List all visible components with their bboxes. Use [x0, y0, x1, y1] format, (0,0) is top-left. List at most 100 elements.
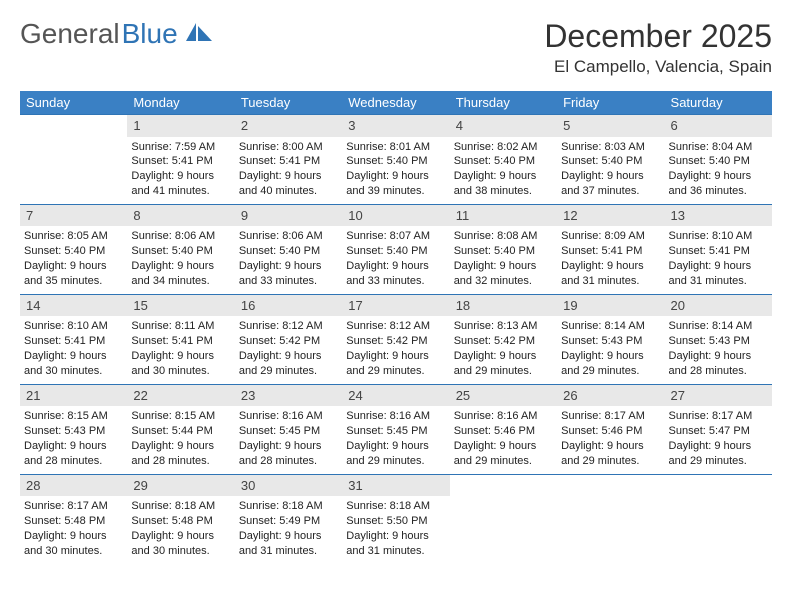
location-text: El Campello, Valencia, Spain [544, 57, 772, 77]
day-number: 16 [235, 295, 342, 317]
day-detail: Sunrise: 8:02 AMSunset: 5:40 PMDaylight:… [450, 137, 557, 204]
day-header: Thursday [450, 91, 557, 115]
calendar-cell: 29Sunrise: 8:18 AMSunset: 5:48 PMDayligh… [127, 474, 234, 563]
day-detail: Sunrise: 8:16 AMSunset: 5:45 PMDaylight:… [342, 406, 449, 473]
calendar-cell: 14Sunrise: 8:10 AMSunset: 5:41 PMDayligh… [20, 294, 127, 384]
day-number: 1 [127, 115, 234, 137]
calendar-cell [557, 474, 664, 563]
day-number: 4 [450, 115, 557, 137]
calendar-row: 28Sunrise: 8:17 AMSunset: 5:48 PMDayligh… [20, 474, 772, 563]
brand-part1: General [20, 18, 120, 50]
day-detail: Sunrise: 8:16 AMSunset: 5:46 PMDaylight:… [450, 406, 557, 473]
day-number: 17 [342, 295, 449, 317]
day-detail: Sunrise: 8:17 AMSunset: 5:46 PMDaylight:… [557, 406, 664, 473]
calendar-cell: 25Sunrise: 8:16 AMSunset: 5:46 PMDayligh… [450, 384, 557, 474]
day-header: Sunday [20, 91, 127, 115]
header: GeneralBlue December 2025 El Campello, V… [20, 18, 772, 77]
day-number: 27 [665, 385, 772, 407]
day-detail: Sunrise: 8:18 AMSunset: 5:50 PMDaylight:… [342, 496, 449, 563]
day-number: 23 [235, 385, 342, 407]
day-number: 25 [450, 385, 557, 407]
day-detail: Sunrise: 7:59 AMSunset: 5:41 PMDaylight:… [127, 137, 234, 204]
day-number: 3 [342, 115, 449, 137]
day-number: 12 [557, 205, 664, 227]
day-detail: Sunrise: 8:14 AMSunset: 5:43 PMDaylight:… [557, 316, 664, 383]
day-number: 29 [127, 475, 234, 497]
day-number: 7 [20, 205, 127, 227]
calendar-cell: 4Sunrise: 8:02 AMSunset: 5:40 PMDaylight… [450, 115, 557, 205]
calendar-table: SundayMondayTuesdayWednesdayThursdayFrid… [20, 91, 772, 564]
calendar-cell: 7Sunrise: 8:05 AMSunset: 5:40 PMDaylight… [20, 204, 127, 294]
calendar-cell: 3Sunrise: 8:01 AMSunset: 5:40 PMDaylight… [342, 115, 449, 205]
day-detail: Sunrise: 8:11 AMSunset: 5:41 PMDaylight:… [127, 316, 234, 383]
day-detail: Sunrise: 8:12 AMSunset: 5:42 PMDaylight:… [342, 316, 449, 383]
calendar-cell: 2Sunrise: 8:00 AMSunset: 5:41 PMDaylight… [235, 115, 342, 205]
day-number: 21 [20, 385, 127, 407]
day-detail: Sunrise: 8:17 AMSunset: 5:47 PMDaylight:… [665, 406, 772, 473]
day-number: 2 [235, 115, 342, 137]
calendar-cell: 11Sunrise: 8:08 AMSunset: 5:40 PMDayligh… [450, 204, 557, 294]
day-number: 8 [127, 205, 234, 227]
calendar-cell: 26Sunrise: 8:17 AMSunset: 5:46 PMDayligh… [557, 384, 664, 474]
day-detail: Sunrise: 8:06 AMSunset: 5:40 PMDaylight:… [235, 226, 342, 293]
day-detail: Sunrise: 8:04 AMSunset: 5:40 PMDaylight:… [665, 137, 772, 204]
day-number: 11 [450, 205, 557, 227]
calendar-row: 21Sunrise: 8:15 AMSunset: 5:43 PMDayligh… [20, 384, 772, 474]
brand-part2: Blue [122, 18, 178, 50]
day-detail: Sunrise: 8:10 AMSunset: 5:41 PMDaylight:… [20, 316, 127, 383]
day-detail: Sunrise: 8:05 AMSunset: 5:40 PMDaylight:… [20, 226, 127, 293]
calendar-cell: 24Sunrise: 8:16 AMSunset: 5:45 PMDayligh… [342, 384, 449, 474]
day-detail: Sunrise: 8:12 AMSunset: 5:42 PMDaylight:… [235, 316, 342, 383]
calendar-cell [665, 474, 772, 563]
sail-icon [184, 18, 214, 50]
calendar-cell: 8Sunrise: 8:06 AMSunset: 5:40 PMDaylight… [127, 204, 234, 294]
calendar-cell: 16Sunrise: 8:12 AMSunset: 5:42 PMDayligh… [235, 294, 342, 384]
day-detail: Sunrise: 8:13 AMSunset: 5:42 PMDaylight:… [450, 316, 557, 383]
brand-logo: GeneralBlue [20, 18, 214, 50]
day-detail: Sunrise: 8:17 AMSunset: 5:48 PMDaylight:… [20, 496, 127, 563]
day-detail: Sunrise: 8:03 AMSunset: 5:40 PMDaylight:… [557, 137, 664, 204]
title-block: December 2025 El Campello, Valencia, Spa… [544, 18, 772, 77]
day-detail: Sunrise: 8:00 AMSunset: 5:41 PMDaylight:… [235, 137, 342, 204]
calendar-head: SundayMondayTuesdayWednesdayThursdayFrid… [20, 91, 772, 115]
day-number: 14 [20, 295, 127, 317]
day-number: 30 [235, 475, 342, 497]
day-detail: Sunrise: 8:08 AMSunset: 5:40 PMDaylight:… [450, 226, 557, 293]
day-number: 5 [557, 115, 664, 137]
calendar-cell: 31Sunrise: 8:18 AMSunset: 5:50 PMDayligh… [342, 474, 449, 563]
day-header: Friday [557, 91, 664, 115]
day-detail: Sunrise: 8:16 AMSunset: 5:45 PMDaylight:… [235, 406, 342, 473]
calendar-cell: 17Sunrise: 8:12 AMSunset: 5:42 PMDayligh… [342, 294, 449, 384]
calendar-cell: 12Sunrise: 8:09 AMSunset: 5:41 PMDayligh… [557, 204, 664, 294]
day-number: 20 [665, 295, 772, 317]
calendar-body: 1Sunrise: 7:59 AMSunset: 5:41 PMDaylight… [20, 115, 772, 564]
day-number: 28 [20, 475, 127, 497]
calendar-cell: 20Sunrise: 8:14 AMSunset: 5:43 PMDayligh… [665, 294, 772, 384]
day-header: Tuesday [235, 91, 342, 115]
calendar-cell: 30Sunrise: 8:18 AMSunset: 5:49 PMDayligh… [235, 474, 342, 563]
day-detail: Sunrise: 8:15 AMSunset: 5:43 PMDaylight:… [20, 406, 127, 473]
calendar-row: 1Sunrise: 7:59 AMSunset: 5:41 PMDaylight… [20, 115, 772, 205]
day-detail: Sunrise: 8:18 AMSunset: 5:49 PMDaylight:… [235, 496, 342, 563]
day-detail: Sunrise: 8:14 AMSunset: 5:43 PMDaylight:… [665, 316, 772, 383]
day-detail: Sunrise: 8:07 AMSunset: 5:40 PMDaylight:… [342, 226, 449, 293]
day-detail: Sunrise: 8:18 AMSunset: 5:48 PMDaylight:… [127, 496, 234, 563]
day-detail: Sunrise: 8:09 AMSunset: 5:41 PMDaylight:… [557, 226, 664, 293]
day-detail: Sunrise: 8:01 AMSunset: 5:40 PMDaylight:… [342, 137, 449, 204]
calendar-cell: 1Sunrise: 7:59 AMSunset: 5:41 PMDaylight… [127, 115, 234, 205]
month-title: December 2025 [544, 18, 772, 55]
day-header: Monday [127, 91, 234, 115]
calendar-cell: 19Sunrise: 8:14 AMSunset: 5:43 PMDayligh… [557, 294, 664, 384]
calendar-cell: 9Sunrise: 8:06 AMSunset: 5:40 PMDaylight… [235, 204, 342, 294]
day-number: 31 [342, 475, 449, 497]
calendar-row: 7Sunrise: 8:05 AMSunset: 5:40 PMDaylight… [20, 204, 772, 294]
calendar-cell: 13Sunrise: 8:10 AMSunset: 5:41 PMDayligh… [665, 204, 772, 294]
day-number: 13 [665, 205, 772, 227]
day-number: 6 [665, 115, 772, 137]
calendar-row: 14Sunrise: 8:10 AMSunset: 5:41 PMDayligh… [20, 294, 772, 384]
calendar-cell: 21Sunrise: 8:15 AMSunset: 5:43 PMDayligh… [20, 384, 127, 474]
calendar-cell: 5Sunrise: 8:03 AMSunset: 5:40 PMDaylight… [557, 115, 664, 205]
calendar-cell: 6Sunrise: 8:04 AMSunset: 5:40 PMDaylight… [665, 115, 772, 205]
day-number: 26 [557, 385, 664, 407]
day-number: 24 [342, 385, 449, 407]
